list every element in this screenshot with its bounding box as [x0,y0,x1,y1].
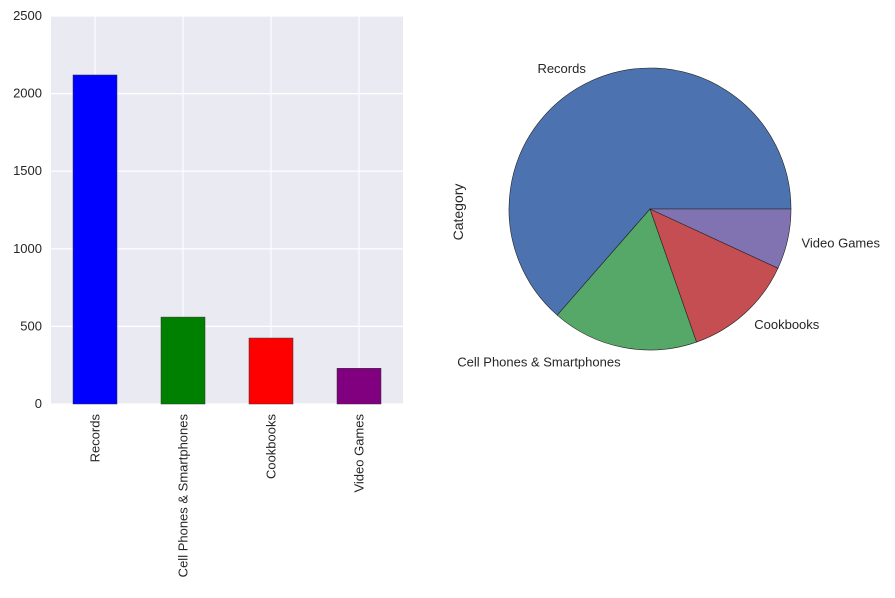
bar-x-tick-cell-phones-smartphones: Cell Phones & Smartphones [176,414,191,578]
pie-label-video-games: Video Games [801,235,880,250]
bar-cell-phones-smartphones [160,316,206,405]
bar-y-tick-0: 0 [35,396,42,411]
bar-cookbooks [248,337,294,405]
bar-x-tick-labels: Records Cell Phones & Smartphones Cookbook… [88,414,367,578]
pie-slice-records [508,67,792,316]
pie-slice-cell-phones-smartphones [556,208,697,351]
bar-y-tick-500: 500 [20,318,42,333]
bar-x-tick-cookbooks: Cookbooks [264,414,279,480]
bar-y-tick-2500: 2500 [13,8,42,23]
bar-x-tick-records: Records [88,414,103,463]
pie-label-records: Records [537,61,586,76]
pie-y-axis-label: Category [450,184,466,241]
bar-y-tick-labels: 0 500 1000 1500 2000 2500 [13,8,42,411]
pie-labels: Records Cell Phones & Smartphones Cookbook… [457,61,880,370]
bar-chart: 0 500 1000 1500 2000 2500 Records Cell Phones … [13,8,403,577]
bar-y-tick-1000: 1000 [13,241,42,256]
bar-y-tick-2000: 2000 [13,86,42,101]
bar-video-games [336,368,382,405]
bar-y-tick-1500: 1500 [13,163,42,178]
pie-label-cookbooks: Cookbooks [754,317,820,332]
pie-slice-cookbooks [649,208,779,343]
bar-records [72,74,118,405]
pie-slice-video-games [649,208,792,269]
pie-chart: Records Cell Phones & Smartphones Cookbook… [450,61,881,370]
bar-series [72,74,382,405]
bar-x-tick-video-games: Video Games [352,414,367,493]
pie-label-cell-phones-smartphones: Cell Phones & Smartphones [457,354,621,369]
pie-slices [508,67,792,351]
